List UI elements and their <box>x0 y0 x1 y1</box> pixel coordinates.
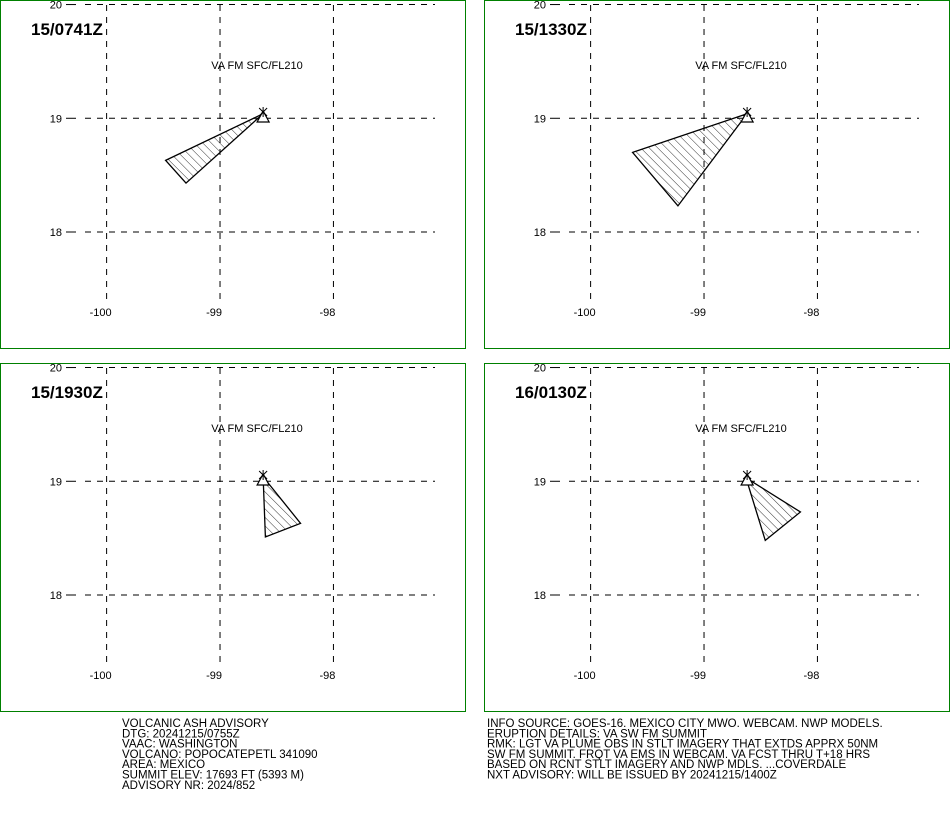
ash-plume <box>631 112 749 207</box>
x-tick-label: -98 <box>319 670 335 682</box>
y-tick-label: 19 <box>50 476 62 488</box>
plume-label: VA FM SFC/FL210 <box>695 423 787 435</box>
y-tick-label: 19 <box>534 113 546 125</box>
plume-label: VA FM SFC/FL210 <box>211 60 303 72</box>
panel-time: 16/0130Z <box>515 383 587 402</box>
x-tick-label: -99 <box>206 307 222 319</box>
x-tick-label: -100 <box>90 307 112 319</box>
map-panel: -100 -99 -98 20 19 18 15/1330Z VA FM SFC/FL210 <box>484 0 950 349</box>
y-tick-label: 20 <box>534 363 546 375</box>
y-tick-label: 18 <box>534 227 546 239</box>
advisory-line: VOLCANIC ASH ADVISORY <box>122 718 269 730</box>
panel-time: 15/0741Z <box>31 20 103 39</box>
vent-star <box>258 107 268 117</box>
advisory-line: VOLCANO: POPOCATEPETL 341090 <box>122 749 318 761</box>
advisory-remark: INFO SOURCE: GOES-16. MEXICO CITY MWO. W… <box>487 718 883 730</box>
panel-border <box>0 363 466 712</box>
vent-star <box>258 470 268 480</box>
x-tick-label: -98 <box>319 307 335 319</box>
advisory-line: ADVISORY NR: 2024/852 <box>122 780 255 792</box>
y-tick-label: 18 <box>534 590 546 602</box>
y-tick-label: 18 <box>50 590 62 602</box>
vent-star <box>742 107 752 117</box>
map-panel: -100 -99 -98 20 19 18 15/1930Z VA FM SFC/FL210 <box>0 363 466 712</box>
advisory-remark: ERUPTION DETAILS: VA SW FM SUMMIT <box>487 728 707 740</box>
y-tick-label: 20 <box>50 0 62 12</box>
advisory-remark: RMK: LGT VA PLUME OBS IN STLT IMAGERY TH… <box>487 739 878 751</box>
y-tick-label: 19 <box>534 476 546 488</box>
y-tick-label: 20 <box>50 363 62 375</box>
plume-label: VA FM SFC/FL210 <box>695 60 787 72</box>
panel-time: 15/1930Z <box>31 383 103 402</box>
x-tick-label: -99 <box>690 670 706 682</box>
x-tick-label: -99 <box>206 670 222 682</box>
x-tick-label: -100 <box>574 670 596 682</box>
advisory-remark: BASED ON RCNT STLT IMAGERY AND NWP MDLS.… <box>487 759 846 771</box>
plume-label: VA FM SFC/FL210 <box>211 423 303 435</box>
map-panel: -100 -99 -98 20 19 18 15/0741Z VA FM SFC/FL210 <box>0 0 466 349</box>
x-tick-label: -99 <box>690 307 706 319</box>
advisory-line: VAAC: WASHINGTON <box>122 739 237 751</box>
panel-border <box>0 0 466 349</box>
y-tick-label: 19 <box>50 113 62 125</box>
advisory-remark: SW FM SUMMIT. FRQT VA EMS IN WEBCAM. VA … <box>487 749 870 761</box>
advisory-line: AREA: MEXICO <box>122 759 205 771</box>
x-tick-label: -98 <box>803 307 819 319</box>
vent-star <box>742 470 752 480</box>
x-tick-label: -100 <box>574 307 596 319</box>
advisory-line: DTG: 20241215/0755Z <box>122 728 240 740</box>
advisory-line: SUMMIT ELEV: 17693 FT (5393 M) <box>122 770 304 782</box>
ash-plume <box>262 474 302 538</box>
x-tick-label: -100 <box>90 670 112 682</box>
advisory-remark: NXT ADVISORY: WILL BE ISSUED BY 20241215… <box>487 770 777 782</box>
x-tick-label: -98 <box>803 670 819 682</box>
y-tick-label: 20 <box>534 0 546 12</box>
ash-plume <box>164 113 264 185</box>
y-tick-label: 18 <box>50 227 62 239</box>
panel-time: 15/1330Z <box>515 20 587 39</box>
ash-plume <box>744 476 802 542</box>
